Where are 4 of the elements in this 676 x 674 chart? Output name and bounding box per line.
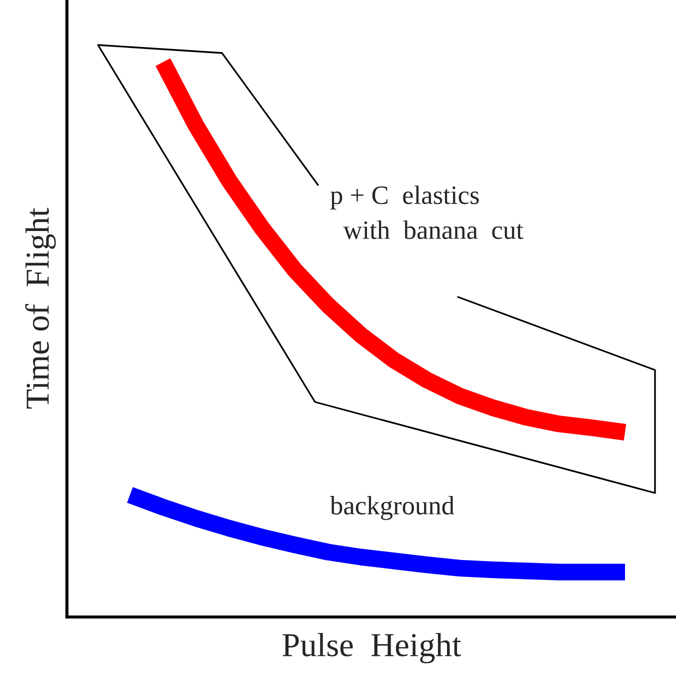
annotation: background <box>330 496 454 520</box>
x-axis-title: Pulse Height <box>282 632 462 664</box>
annotation: p + C elastics with banana cut <box>330 186 524 240</box>
y-axis-title: Time of Flight <box>25 208 56 409</box>
